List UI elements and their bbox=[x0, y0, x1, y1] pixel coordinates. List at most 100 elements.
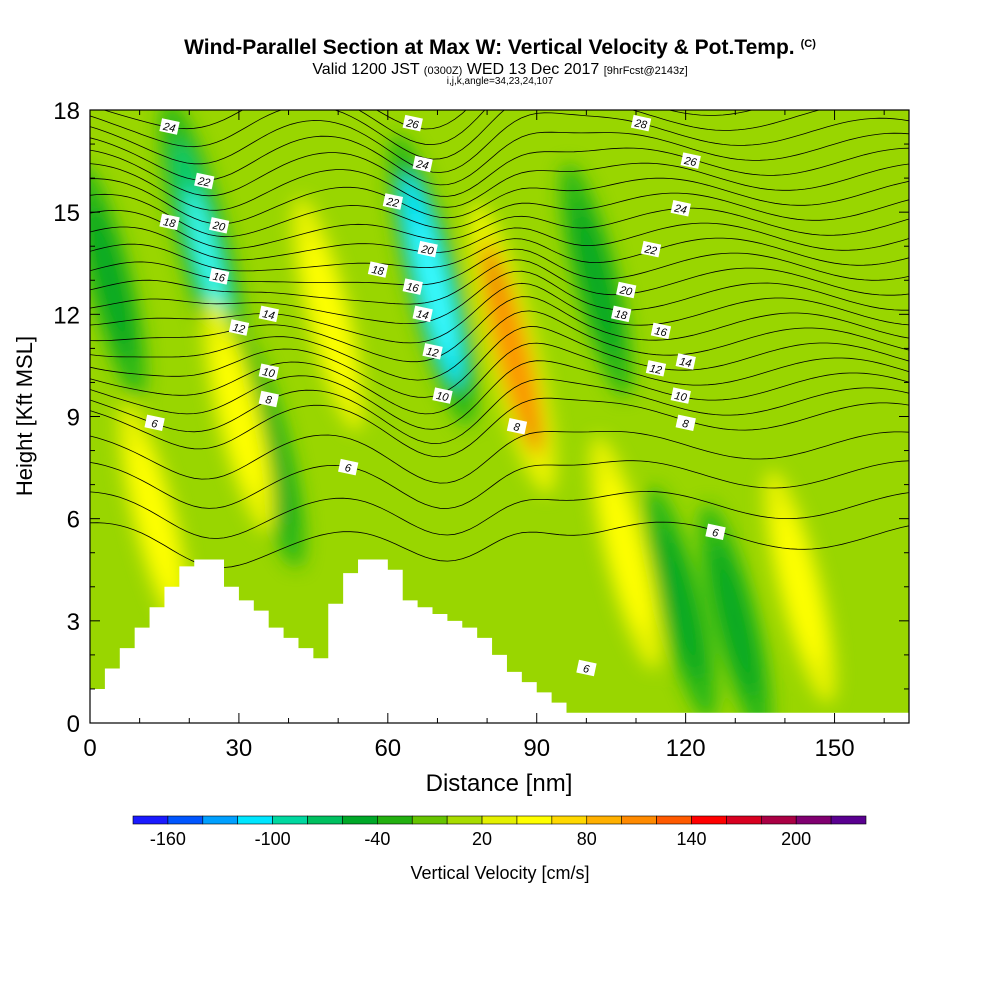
copyright-mark: (C) bbox=[800, 38, 816, 50]
theta-contour-line bbox=[90, 192, 909, 238]
theta-contour-line bbox=[90, 431, 909, 484]
svg-text:8: 8 bbox=[512, 421, 521, 434]
colorbar-swatch bbox=[307, 815, 343, 825]
svg-text:8: 8 bbox=[264, 394, 273, 407]
updraft-cell bbox=[763, 470, 836, 704]
colorbar-swatch bbox=[411, 815, 448, 825]
theta-contour-line bbox=[90, 110, 821, 160]
y-tick-label: 12 bbox=[53, 302, 80, 329]
theta-contour-label: 22 bbox=[382, 193, 404, 210]
svg-text:22: 22 bbox=[642, 243, 657, 257]
colorbar-swatch bbox=[237, 815, 273, 825]
theta-contour-label: 14 bbox=[258, 305, 279, 322]
theta-contours bbox=[90, 110, 909, 568]
svg-text:12: 12 bbox=[425, 346, 439, 360]
svg-text:20: 20 bbox=[211, 219, 227, 234]
theta-contour-label: 8 bbox=[258, 390, 279, 408]
svg-text:16: 16 bbox=[405, 281, 420, 295]
svg-text:6: 6 bbox=[711, 527, 720, 540]
theta-contour-label: 6 bbox=[338, 458, 359, 476]
svg-text:22: 22 bbox=[384, 196, 399, 210]
svg-text:22: 22 bbox=[196, 175, 211, 189]
x-tick-label: 30 bbox=[226, 735, 253, 762]
terrain bbox=[90, 559, 909, 723]
forecast-info: [9hrFcst@2143z] bbox=[603, 65, 688, 77]
theta-contour-label: 10 bbox=[670, 387, 691, 404]
svg-text:6: 6 bbox=[150, 418, 159, 431]
svg-text:12: 12 bbox=[231, 322, 245, 336]
colorbar-swatch bbox=[586, 815, 622, 825]
theta-contour-line bbox=[90, 259, 909, 305]
updraft-cell bbox=[292, 197, 365, 431]
colorbar-label: -160 bbox=[150, 829, 186, 849]
colorbar-swatch bbox=[551, 815, 588, 825]
theta-contour-label: 26 bbox=[402, 114, 423, 132]
colorbar-swatch bbox=[516, 815, 553, 825]
theta-contour-label: 6 bbox=[144, 414, 165, 432]
x-tick-label: 120 bbox=[666, 735, 706, 762]
svg-text:10: 10 bbox=[435, 390, 450, 404]
svg-text:24: 24 bbox=[672, 202, 687, 216]
downdraft-cell bbox=[560, 163, 633, 397]
theta-contour-label: 8 bbox=[506, 417, 528, 435]
theta-contour-label: 14 bbox=[675, 353, 696, 370]
theta-contour-label: 12 bbox=[645, 360, 667, 377]
svg-text:14: 14 bbox=[678, 356, 692, 370]
theta-contour-line bbox=[90, 310, 909, 381]
svg-text:28: 28 bbox=[633, 117, 649, 132]
theta-contour-label: 24 bbox=[670, 200, 691, 217]
colorbar-swatch bbox=[446, 815, 483, 825]
svg-text:16: 16 bbox=[653, 325, 668, 339]
theta-contour-label: 24 bbox=[159, 118, 180, 135]
theta-contour-label: 14 bbox=[412, 305, 433, 322]
grid-indices: i,j,k,angle=34,23,24,107 bbox=[446, 76, 554, 87]
colorbar-label: 200 bbox=[781, 829, 811, 849]
theta-contour-label: 18 bbox=[611, 305, 632, 323]
svg-text:16: 16 bbox=[212, 271, 227, 285]
theta-contour-label: 20 bbox=[616, 281, 637, 299]
theta-contour-line bbox=[90, 207, 909, 250]
theta-contour-line bbox=[102, 110, 754, 146]
downdraft-cell bbox=[644, 487, 717, 721]
colorbar-swatch bbox=[621, 815, 657, 825]
colorbar-swatch bbox=[760, 815, 797, 825]
y-tick-label: 9 bbox=[67, 405, 80, 432]
theta-contour-label: 12 bbox=[228, 319, 250, 336]
updraft-cell bbox=[118, 402, 191, 636]
valid-prefix: Valid 1200 JST bbox=[312, 61, 420, 78]
theta-contour-line bbox=[90, 397, 909, 458]
downdraft-cell bbox=[699, 504, 772, 723]
x-tick-label: 60 bbox=[374, 735, 401, 762]
theta-contour-line bbox=[90, 378, 909, 445]
theta-contour-line bbox=[90, 131, 909, 186]
colorbar-swatch bbox=[830, 815, 867, 825]
svg-text:10: 10 bbox=[261, 366, 276, 380]
theta-contour-line bbox=[90, 162, 909, 211]
colorbar-label: -100 bbox=[255, 829, 291, 849]
svg-text:24: 24 bbox=[161, 121, 176, 135]
x-tick-label: 90 bbox=[523, 735, 550, 762]
theta-contour-label: 18 bbox=[159, 213, 180, 231]
colorbar-swatch bbox=[272, 815, 308, 825]
theta-contour-label: 16 bbox=[402, 278, 423, 295]
colorbar-swatch bbox=[481, 815, 518, 825]
theta-contour-line bbox=[90, 270, 909, 325]
theta-contour-label: 24 bbox=[412, 155, 433, 173]
updraft-cell bbox=[467, 202, 557, 495]
theta-contour-line bbox=[90, 237, 909, 272]
theta-contour-line bbox=[90, 222, 909, 261]
theta-contour-line bbox=[90, 112, 909, 173]
theta-contour-label: 10 bbox=[258, 363, 279, 381]
theta-contour-line bbox=[90, 342, 909, 415]
theta-contour-line bbox=[90, 147, 909, 197]
svg-text:8: 8 bbox=[681, 418, 690, 431]
theta-contour-line bbox=[90, 360, 909, 430]
colorbar-swatch bbox=[377, 815, 413, 825]
colorbar-swatch bbox=[202, 815, 239, 825]
colorbar: -160 -100 -40 20 80 140 200 bbox=[132, 815, 867, 849]
theta-contour-line bbox=[90, 490, 909, 539]
theta-contour-label: 20 bbox=[209, 217, 230, 234]
colorbar-label: 140 bbox=[676, 829, 706, 849]
theta-contour-label: 8 bbox=[675, 414, 696, 432]
